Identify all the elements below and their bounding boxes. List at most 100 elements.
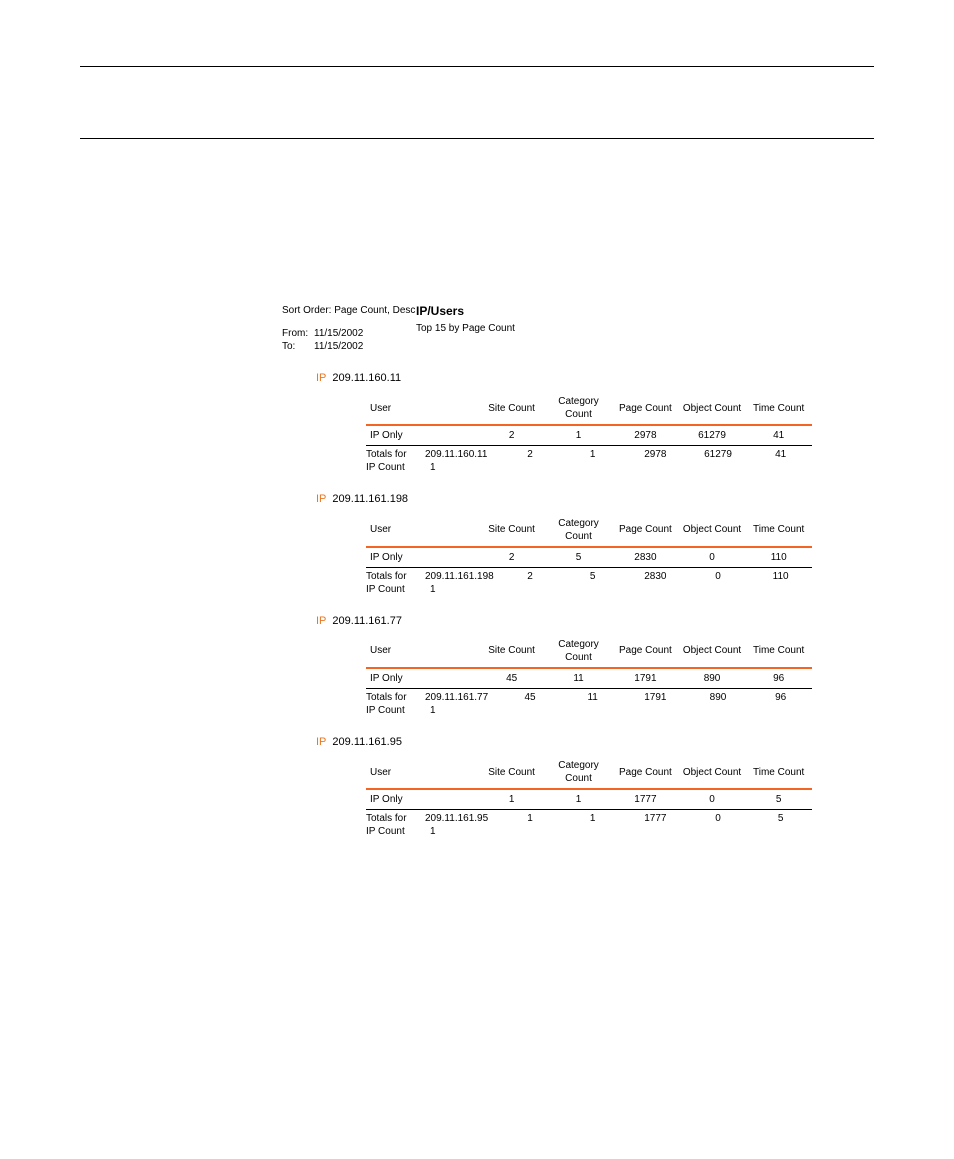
cell-page: 1777	[612, 789, 679, 810]
totals-time: 110	[749, 570, 812, 583]
data-table: UserSite CountCategory CountPage CountOb…	[366, 636, 812, 689]
cell-site: 2	[478, 425, 545, 446]
cell-user: IP Only	[366, 668, 478, 689]
cell-page: 1791	[612, 668, 679, 689]
sort-order-label: Sort Order:	[282, 305, 331, 316]
ip-count-value: 1	[430, 825, 510, 838]
cell-time: 41	[745, 425, 812, 446]
col-time_count: Time Count	[745, 393, 812, 425]
sections-container: IP209.11.160.11UserSite CountCategory Co…	[282, 371, 812, 838]
cell-user: IP Only	[366, 547, 478, 568]
table-header-row: UserSite CountCategory CountPage CountOb…	[366, 393, 812, 425]
section-header: IP 209.11.161.198	[316, 492, 812, 506]
totals-block: Totals for209.11.160.112129786127941IP C…	[366, 448, 812, 474]
ip-value: 209.11.161.77	[332, 615, 402, 627]
totals-row-1: Totals for209.11.161.9511177705	[366, 812, 812, 825]
col-user: User	[366, 636, 478, 668]
from-label: From:	[282, 327, 314, 340]
totals-time: 41	[749, 448, 812, 461]
section-header: IP209.11.160.11	[316, 371, 812, 385]
totals-for-label: Totals for	[366, 691, 425, 704]
totals-site: 1	[499, 812, 562, 825]
ip-count-label: IP Count	[366, 825, 430, 838]
totals-time: 5	[749, 812, 812, 825]
totals-row-1: Totals for209.11.161.1982528300110	[366, 570, 812, 583]
to-value: 11/15/2002	[314, 340, 363, 353]
col-object_count: Object Count	[679, 636, 746, 668]
to-label: To:	[282, 340, 314, 353]
col-category_count: Category Count	[545, 515, 612, 547]
col-page_count: Page Count	[612, 636, 679, 668]
totals-for-label: Totals for	[366, 448, 425, 461]
col-site_count: Site Count	[478, 636, 545, 668]
header-rule-2	[80, 138, 874, 139]
sort-order: Sort Order: Page Count, Desc	[282, 304, 416, 317]
table-header-row: UserSite CountCategory CountPage CountOb…	[366, 515, 812, 547]
ip-count-value: 1	[430, 583, 510, 596]
totals-row-2: IP Count1	[366, 583, 812, 596]
report-title: IP/Users	[416, 304, 515, 320]
totals-site: 2	[499, 448, 562, 461]
cell-category: 1	[545, 425, 612, 446]
totals-row-2: IP Count1	[366, 704, 812, 717]
col-time_count: Time Count	[745, 757, 812, 789]
col-time_count: Time Count	[745, 636, 812, 668]
totals-ip: 209.11.161.198	[425, 570, 499, 583]
ip-label: IP	[316, 615, 326, 627]
cell-page: 2978	[612, 425, 679, 446]
col-site_count: Site Count	[478, 393, 545, 425]
title-block: IP/Users Top 15 by Page Count	[416, 304, 515, 353]
totals-row-1: Totals for209.11.161.774511179189096	[366, 691, 812, 704]
sort-order-value: Page Count, Desc	[334, 305, 415, 316]
date-to: To: 11/15/2002	[282, 340, 416, 353]
totals-row-2: IP Count1	[366, 461, 812, 474]
cell-time: 110	[745, 547, 812, 568]
ip-value: 209.11.160.11	[332, 372, 401, 384]
col-object_count: Object Count	[679, 515, 746, 547]
ip-count-value: 1	[430, 704, 510, 717]
table-row: IP Only11177705	[366, 789, 812, 810]
totals-block: Totals for209.11.161.1982528300110IP Cou…	[366, 570, 812, 596]
totals-category: 1	[561, 448, 624, 461]
totals-site: 2	[499, 570, 562, 583]
totals-page: 2978	[624, 448, 687, 461]
col-category_count: Category Count	[545, 393, 612, 425]
totals-ip: 209.11.160.11	[425, 448, 499, 461]
report-subtitle: Top 15 by Page Count	[416, 322, 515, 335]
totals-object: 890	[687, 691, 750, 704]
table-header-row: UserSite CountCategory CountPage CountOb…	[366, 757, 812, 789]
col-time_count: Time Count	[745, 515, 812, 547]
totals-page: 1791	[624, 691, 687, 704]
ip-label: IP	[316, 493, 326, 505]
totals-row-1: Totals for209.11.160.112129786127941	[366, 448, 812, 461]
col-site_count: Site Count	[478, 757, 545, 789]
totals-category: 11	[561, 691, 624, 704]
header-rule-1	[80, 66, 874, 67]
cell-category: 11	[545, 668, 612, 689]
ip-value: 209.11.161.198	[332, 493, 408, 505]
col-page_count: Page Count	[612, 393, 679, 425]
from-value: 11/15/2002	[314, 327, 363, 340]
col-site_count: Site Count	[478, 515, 545, 547]
totals-row-2: IP Count1	[366, 825, 812, 838]
totals-ip: 209.11.161.77	[425, 691, 499, 704]
ip-section: IP209.11.161.95UserSite CountCategory Co…	[316, 735, 812, 838]
cell-time: 96	[745, 668, 812, 689]
table-row: IP Only2129786127941	[366, 425, 812, 446]
cell-object: 0	[679, 547, 746, 568]
ip-count-label: IP Count	[366, 583, 430, 596]
data-table: UserSite CountCategory CountPage CountOb…	[366, 757, 812, 810]
totals-ip: 209.11.161.95	[425, 812, 499, 825]
col-user: User	[366, 757, 478, 789]
col-object_count: Object Count	[679, 393, 746, 425]
totals-for-label: Totals for	[366, 812, 425, 825]
ip-count-label: IP Count	[366, 704, 430, 717]
table-row: IP Only2528300110	[366, 547, 812, 568]
totals-for-label: Totals for	[366, 570, 425, 583]
totals-block: Totals for209.11.161.774511179189096IP C…	[366, 691, 812, 717]
ip-count-label: IP Count	[366, 461, 430, 474]
data-table: UserSite CountCategory CountPage CountOb…	[366, 393, 812, 446]
cell-object: 61279	[679, 425, 746, 446]
col-user: User	[366, 515, 478, 547]
totals-object: 61279	[687, 448, 750, 461]
